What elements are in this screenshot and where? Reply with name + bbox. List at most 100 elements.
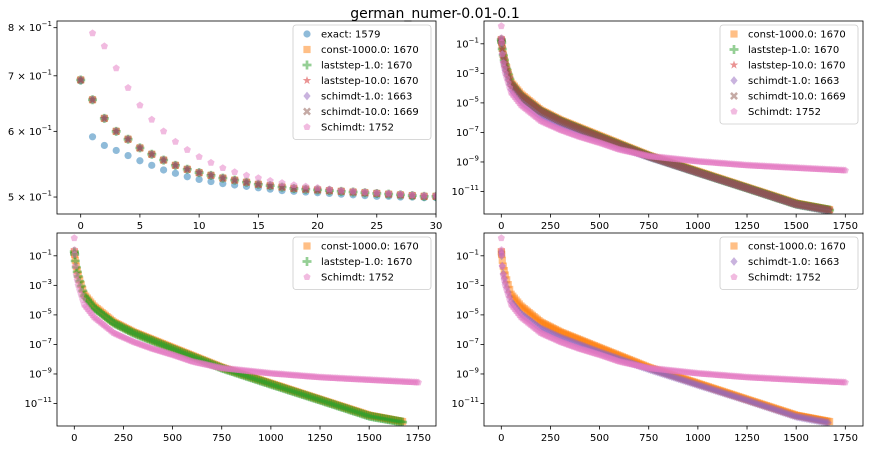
legend-label: schimdt-1.0: 1663 (321, 92, 412, 103)
plot-area (76, 29, 436, 202)
y-tick-label: 10−3 (456, 278, 479, 292)
data-point (70, 234, 78, 242)
data-point (84, 297, 94, 307)
y-tick-label: 10−5 (456, 95, 479, 109)
y-tick-label: 6 × 10−1 (8, 124, 52, 138)
data-point (124, 84, 132, 91)
data-point (112, 127, 121, 136)
data-point (148, 161, 156, 169)
legend: const-1000.0: 1670 laststep-1.0: 1670 Schi… (292, 236, 432, 290)
y-tick-label: 10−7 (456, 337, 479, 351)
y-tick-label: 7 × 10−1 (8, 68, 52, 82)
data-point (373, 188, 381, 196)
legend-label: Schimdt: 1752 (321, 273, 394, 284)
x-tick-label: 1000 (685, 221, 710, 232)
data-point (70, 256, 80, 266)
x-tick-label: 1500 (783, 433, 808, 444)
legend-label: laststep-10.0: 1670 (748, 61, 846, 72)
y-tick-label: 10−11 (24, 396, 52, 410)
legend-marker (302, 257, 312, 266)
data-point (71, 262, 79, 270)
data-point (100, 114, 109, 123)
plot-area (497, 234, 849, 426)
data-point (498, 38, 506, 46)
data-point (171, 169, 180, 177)
data-point (825, 206, 834, 214)
data-point (497, 34, 506, 41)
y-tick-label: 10−9 (456, 366, 479, 380)
y-tick-label: 10−11 (451, 396, 479, 410)
data-point (88, 95, 97, 104)
data-point (100, 141, 108, 150)
legend-marker (730, 242, 738, 250)
data-point (497, 234, 505, 242)
data-point (414, 378, 422, 386)
data-point (147, 150, 156, 159)
data-point (266, 177, 274, 184)
y-tick-label: 10−11 (451, 184, 479, 198)
y-tick-label: 10−1 (456, 36, 479, 50)
x-tick-label: 1250 (734, 221, 759, 232)
axes-frame (483, 232, 864, 427)
x-tick-label: 250 (114, 433, 133, 444)
legend: const-1000.0: 1670 laststep-1.0: 1670 last… (719, 24, 859, 125)
chart-panel-1: 0 5 10 15 20 25 30 5 × 10−1 6 × 10−1 7 × 10−1 8 × … (8, 20, 443, 232)
data-point (171, 161, 180, 170)
data-point (498, 50, 506, 58)
chart-panel-2: 0 250 500 750 1000 1250 1500 1750 10−11 10−9 10−7 1… (451, 20, 864, 232)
x-tick-label: 500 (590, 433, 609, 444)
x-tick-label: 30 (430, 221, 443, 232)
x-tick-label: 1500 (783, 221, 808, 232)
x-tick-label: 500 (163, 433, 182, 444)
legend-marker (303, 107, 311, 116)
data-point (500, 276, 508, 284)
axes-frame (483, 20, 864, 215)
legend-marker (730, 257, 738, 266)
legend-label: laststep-1.0: 1670 (748, 45, 839, 56)
data-point (278, 179, 286, 186)
legend-label: const-1000.0: 1670 (321, 45, 419, 56)
data-point (325, 185, 333, 193)
x-tick-label: 25 (370, 221, 383, 232)
data-point (159, 156, 168, 165)
legend-marker (302, 60, 312, 70)
data-point (497, 246, 506, 253)
x-tick-label: 1000 (685, 433, 710, 444)
data-point (230, 176, 239, 185)
x-tick-label: 500 (590, 221, 609, 232)
data-point (148, 115, 156, 123)
data-point (498, 250, 506, 258)
data-point (500, 266, 508, 275)
data-point (207, 171, 215, 180)
data-point (72, 267, 82, 277)
legend-box (292, 24, 432, 140)
data-point (385, 189, 393, 197)
y-tick-label: 10−9 (456, 154, 479, 168)
legend-marker (303, 242, 311, 250)
data-point (136, 157, 144, 165)
figure-title: german_numer-0.01-0.1 (350, 6, 520, 22)
legend-marker (303, 91, 311, 101)
data-point (498, 262, 506, 270)
legend-marker (303, 45, 311, 54)
legend-label: Schimdt: 1752 (748, 273, 821, 284)
legend-label: Schimdt: 1752 (321, 123, 394, 134)
data-point (824, 418, 832, 426)
x-tick-label: 1750 (833, 433, 858, 444)
y-tick-label: 10−5 (29, 307, 52, 321)
data-point (841, 166, 849, 174)
x-tick-label: 20 (311, 221, 324, 232)
legend-marker (730, 76, 738, 85)
data-point (112, 146, 120, 155)
legend-marker (302, 76, 312, 85)
x-tick-label: 250 (541, 221, 560, 232)
x-tick-label: 1500 (356, 433, 381, 444)
data-point (88, 133, 97, 141)
legend-marker (303, 273, 311, 281)
y-tick-label: 10−7 (29, 337, 52, 351)
data-point (313, 184, 322, 191)
data-point (396, 190, 405, 198)
legend-marker (730, 107, 738, 115)
data-point (242, 171, 251, 179)
